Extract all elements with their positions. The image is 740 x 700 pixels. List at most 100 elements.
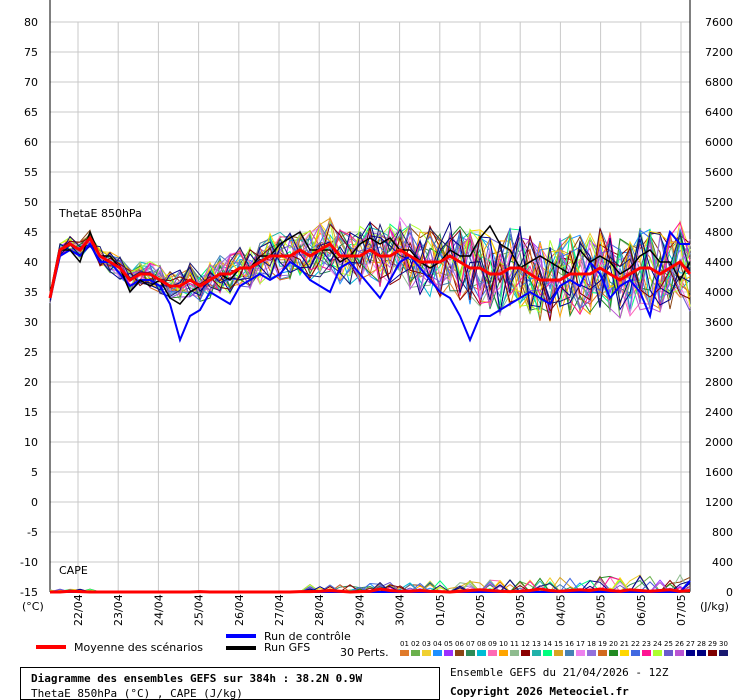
grid (49, 0, 691, 593)
pert-swatch (675, 650, 684, 656)
pert-number: 08 (477, 640, 486, 648)
pert-number: 07 (466, 640, 475, 648)
left-tick-label: 70 (24, 76, 38, 89)
legend-control-swatch (226, 634, 256, 638)
x-tick-label: 06/05 (635, 594, 648, 626)
pert-number: 26 (675, 640, 684, 648)
mean-thetae-line (48, 235, 692, 299)
pert-swatch (510, 650, 519, 656)
left-tick-label: 45 (24, 226, 38, 239)
right-tick-label: 3600 (705, 316, 733, 329)
right-axis-unit: (J/kg) (700, 600, 729, 613)
pert-number: 10 (499, 640, 508, 648)
right-tick-label: 6000 (705, 136, 733, 149)
pert-swatch (664, 650, 673, 656)
pert-swatch (422, 650, 431, 656)
x-tick-label: 22/04 (72, 594, 85, 626)
left-tick-label: 10 (24, 436, 38, 449)
pert-number: 23 (642, 640, 651, 648)
right-tick-label: 5600 (705, 166, 733, 179)
pert-swatch (631, 650, 640, 656)
pert-swatch (598, 650, 607, 656)
x-tick-label: 02/05 (474, 594, 487, 626)
pert-swatch (521, 650, 530, 656)
pert-number: 16 (565, 640, 574, 648)
pert-swatch (554, 650, 563, 656)
mean-cape-line (50, 587, 691, 594)
right-tick-label: 1200 (705, 496, 733, 509)
pert-number: 14 (543, 640, 552, 648)
pert-swatch (576, 650, 585, 656)
pert-number: 12 (521, 640, 530, 648)
pert-swatch (455, 650, 464, 656)
pert-number: 20 (609, 640, 618, 648)
right-tick-label: 400 (712, 556, 733, 569)
pert-thetae-line (49, 225, 691, 318)
right-tick-label: 7600 (705, 16, 733, 29)
left-tick-label: 60 (24, 136, 38, 149)
pert-number: 17 (576, 640, 585, 648)
pert-number: 22 (631, 640, 640, 648)
pert-swatch (400, 650, 409, 656)
legend-gfs-label: Run GFS (264, 641, 311, 654)
copyright-label: Copyright 2026 Meteociel.fr (450, 685, 629, 698)
legend-gfs-swatch (226, 646, 256, 650)
pert-number: 18 (587, 640, 596, 648)
right-axis-ticks: 7600720068006400600056005200480044004000… (705, 16, 733, 599)
pert-swatch (543, 650, 552, 656)
pert-number: 29 (708, 640, 717, 648)
pert-swatch (620, 650, 629, 656)
x-tick-label: 04/05 (554, 594, 567, 626)
pert-number: 28 (697, 640, 706, 648)
pert-swatch (444, 650, 453, 656)
x-tick-label: 07/05 (675, 594, 688, 626)
pert-swatch (609, 650, 618, 656)
ensemble-run-label: Ensemble GEFS du 21/04/2026 - 12Z (450, 666, 669, 679)
x-tick-label: 24/04 (152, 594, 165, 626)
pert-swatch (477, 650, 486, 656)
left-tick-label: -15 (20, 586, 38, 599)
pert-swatch (433, 650, 442, 656)
pert-number: 24 (653, 640, 662, 648)
x-axis-ticks: 22/04 23/04 24/04 25/04 26/04 27/04 28/04 29/04… (72, 594, 688, 626)
pert-number: 05 (444, 640, 453, 648)
left-tick-label: 50 (24, 196, 38, 209)
pert-thetae-line (49, 223, 691, 312)
pert-swatch (587, 650, 596, 656)
pert-swatch (653, 650, 662, 656)
right-tick-label: 4000 (705, 286, 733, 299)
left-tick-label: 0 (31, 496, 38, 509)
pert-number: 04 (433, 640, 442, 648)
main-lines (48, 224, 692, 594)
legend-mean-label: Moyenne des scénarios (74, 641, 203, 654)
x-tick-label: 05/05 (595, 594, 608, 626)
pert-swatch (466, 650, 475, 656)
pert-swatch (488, 650, 497, 656)
info-box: Diagramme des ensembles GEFS sur 384h : … (20, 667, 440, 700)
thetae-annotation: ThetaE 850hPa (58, 207, 142, 220)
x-tick-label: 29/04 (353, 594, 366, 626)
left-tick-label: 15 (24, 406, 38, 419)
pert-swatch (708, 650, 717, 656)
pert-number: 13 (532, 640, 541, 648)
right-tick-label: 2400 (705, 406, 733, 419)
left-tick-label: 20 (24, 376, 38, 389)
x-tick-label: 03/05 (514, 594, 527, 626)
right-tick-label: 800 (712, 526, 733, 539)
pert-number: 15 (554, 640, 563, 648)
legend-perts-label: 30 Perts. (340, 646, 389, 659)
right-tick-label: 4400 (705, 256, 733, 269)
pert-number: 06 (455, 640, 464, 648)
right-tick-label: 7200 (705, 46, 733, 59)
left-tick-label: 5 (31, 466, 38, 479)
x-tick-label: 23/04 (112, 594, 125, 626)
pert-number: 30 (719, 640, 728, 648)
pert-swatch (719, 650, 728, 656)
legend-mean-swatch (36, 645, 66, 649)
pert-swatch (411, 650, 420, 656)
left-tick-label: 80 (24, 16, 38, 29)
pert-swatch (565, 650, 574, 656)
pert-swatch (697, 650, 706, 656)
